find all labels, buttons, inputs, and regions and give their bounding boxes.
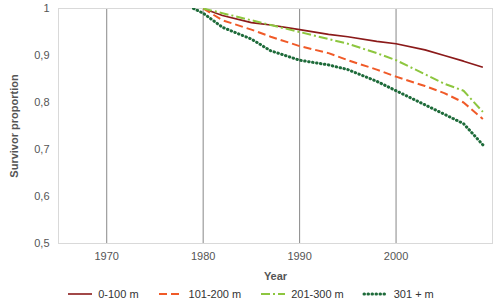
svg-text:Survivor proportion: Survivor proportion — [8, 74, 20, 178]
svg-text:2000: 2000 — [384, 250, 408, 262]
svg-text:0,9: 0,9 — [34, 49, 49, 61]
svg-text:1990: 1990 — [287, 250, 311, 262]
svg-text:0,7: 0,7 — [34, 143, 49, 155]
html-text:301 + m: 301 + m — [393, 288, 434, 300]
svg-text:1980: 1980 — [191, 250, 215, 262]
svg-text:0,6: 0,6 — [34, 190, 49, 202]
svg-text:1970: 1970 — [94, 250, 118, 262]
svg-text:1: 1 — [43, 2, 49, 14]
html-text:101-200 m: 101-200 m — [188, 288, 242, 300]
svg-text:Year: Year — [264, 270, 288, 282]
html-text:0-100 m: 0-100 m — [98, 288, 139, 300]
html-text:201-300 m: 201-300 m — [291, 288, 344, 300]
svg-text:0,8: 0,8 — [34, 96, 49, 108]
svg-text:0,5: 0,5 — [34, 237, 49, 249]
